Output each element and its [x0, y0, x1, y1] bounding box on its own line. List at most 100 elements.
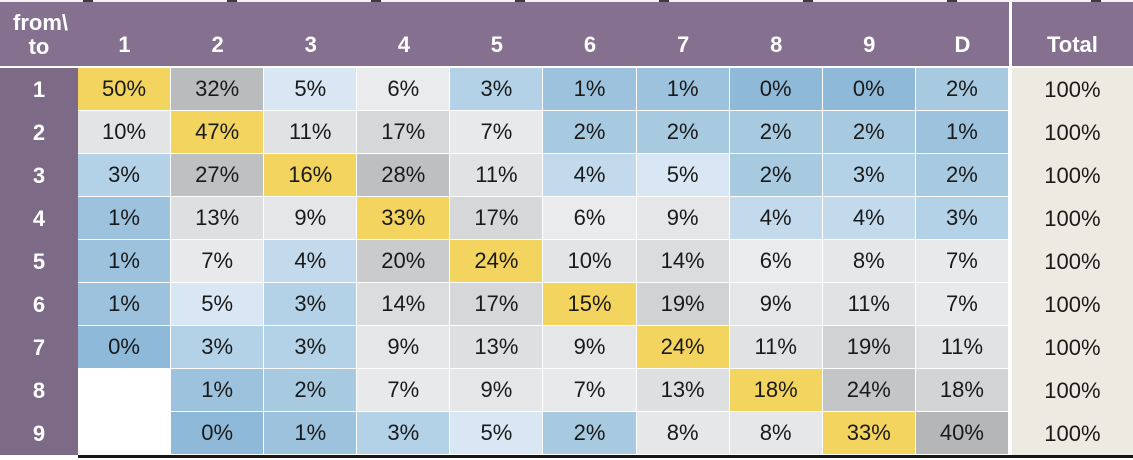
matrix-cell: 4%	[729, 197, 823, 240]
matrix-cell: 19%	[822, 326, 916, 369]
row-total: 100%	[1011, 197, 1133, 240]
matrix-cell: 15%	[543, 283, 637, 326]
column-gap	[1008, 369, 1012, 412]
matrix-cell: 11%	[822, 283, 916, 326]
column-gap	[1008, 111, 1012, 154]
matrix-cell: 24%	[450, 240, 544, 283]
matrix-cell: 0%	[729, 68, 823, 111]
row-header-9: 9	[0, 412, 78, 455]
row-total: 100%	[1011, 240, 1133, 283]
matrix-cell: 1%	[78, 283, 172, 326]
matrix-cell: 9%	[729, 283, 823, 326]
matrix-cell: 18%	[915, 369, 1009, 412]
matrix-cell: 20%	[357, 240, 451, 283]
matrix-cell: 13%	[636, 369, 730, 412]
matrix-cell: 1%	[78, 197, 172, 240]
matrix-cell: 10%	[78, 111, 172, 154]
matrix-cell: 2%	[822, 111, 916, 154]
corner-to-label: to	[28, 34, 50, 59]
col-header-default: D	[915, 2, 1009, 68]
matrix-cell: 2%	[729, 111, 823, 154]
row-total: 100%	[1011, 412, 1133, 455]
matrix-cell: 13%	[171, 197, 265, 240]
matrix-cell: 50%	[78, 68, 172, 111]
row-header-8: 8	[0, 369, 78, 412]
matrix-cell: 1%	[171, 369, 265, 412]
matrix-cell: 8%	[729, 412, 823, 455]
matrix-cell: 2%	[636, 111, 730, 154]
row-header-1: 1	[0, 68, 78, 111]
column-gap	[1008, 2, 1012, 68]
matrix-cell: 11%	[450, 154, 544, 197]
matrix-cell: 4%	[543, 154, 637, 197]
row-total: 100%	[1011, 326, 1133, 369]
col-header-1: 1	[78, 2, 172, 68]
matrix-cell: 3%	[264, 326, 358, 369]
matrix-cell: 9%	[357, 326, 451, 369]
col-header-4: 4	[357, 2, 451, 68]
matrix-cell: 3%	[822, 154, 916, 197]
column-gap	[1008, 326, 1012, 369]
matrix-cell: 16%	[264, 154, 358, 197]
row-header-7: 7	[0, 326, 78, 369]
matrix-cell: 1%	[636, 68, 730, 111]
matrix-cell: 40%	[915, 412, 1009, 455]
row-total: 100%	[1011, 68, 1133, 111]
matrix-cell: 2%	[543, 412, 637, 455]
matrix-cell: 28%	[357, 154, 451, 197]
col-header-2: 2	[171, 2, 265, 68]
matrix-cell: 6%	[357, 68, 451, 111]
matrix-cell: 5%	[171, 283, 265, 326]
matrix-cell: 13%	[450, 326, 544, 369]
matrix-cell: 27%	[171, 154, 265, 197]
row-total: 100%	[1011, 369, 1133, 412]
col-header-3: 3	[264, 2, 358, 68]
matrix-cell: 2%	[729, 154, 823, 197]
matrix-cell: 47%	[171, 111, 265, 154]
corner-header: from\ to	[0, 2, 78, 68]
column-gap	[1008, 154, 1012, 197]
matrix-cell: 4%	[264, 240, 358, 283]
column-gap	[1008, 197, 1012, 240]
matrix-cell: 17%	[450, 283, 544, 326]
matrix-cell: 2%	[264, 369, 358, 412]
matrix-cell: 9%	[636, 197, 730, 240]
col-header-9: 9	[822, 2, 916, 68]
matrix-cell: 14%	[636, 240, 730, 283]
matrix-cell: 10%	[543, 240, 637, 283]
col-header-5: 5	[450, 2, 544, 68]
matrix-cell: 1%	[915, 111, 1009, 154]
matrix-cell: 0%	[822, 68, 916, 111]
row-total: 100%	[1011, 154, 1133, 197]
column-gap	[1008, 240, 1012, 283]
corner-from-label: from\	[13, 10, 68, 35]
matrix-cell: 8%	[636, 412, 730, 455]
matrix-cell: 9%	[264, 197, 358, 240]
matrix-cell: 24%	[822, 369, 916, 412]
matrix-cell: 6%	[543, 197, 637, 240]
matrix-cell: 0%	[78, 326, 172, 369]
matrix-cell: 7%	[171, 240, 265, 283]
matrix-cell: 1%	[543, 68, 637, 111]
top-edge-strip	[0, 0, 1133, 2]
row-header-3: 3	[0, 154, 78, 197]
matrix-cell: 5%	[450, 412, 544, 455]
matrix-cell	[78, 369, 172, 412]
row-total: 100%	[1011, 111, 1133, 154]
matrix-cell: 19%	[636, 283, 730, 326]
col-header-8: 8	[729, 2, 823, 68]
col-header-total: Total	[1011, 2, 1133, 68]
matrix-cell: 18%	[729, 369, 823, 412]
matrix-cell: 7%	[450, 111, 544, 154]
matrix-cell: 3%	[450, 68, 544, 111]
matrix-cell: 7%	[915, 283, 1009, 326]
matrix-cell: 32%	[171, 68, 265, 111]
matrix-cell: 14%	[357, 283, 451, 326]
table-bottom-border	[78, 455, 1133, 458]
matrix-cell: 2%	[915, 68, 1009, 111]
matrix-cell: 33%	[822, 412, 916, 455]
matrix-cell: 7%	[357, 369, 451, 412]
matrix-cell: 8%	[822, 240, 916, 283]
matrix-cell: 0%	[171, 412, 265, 455]
